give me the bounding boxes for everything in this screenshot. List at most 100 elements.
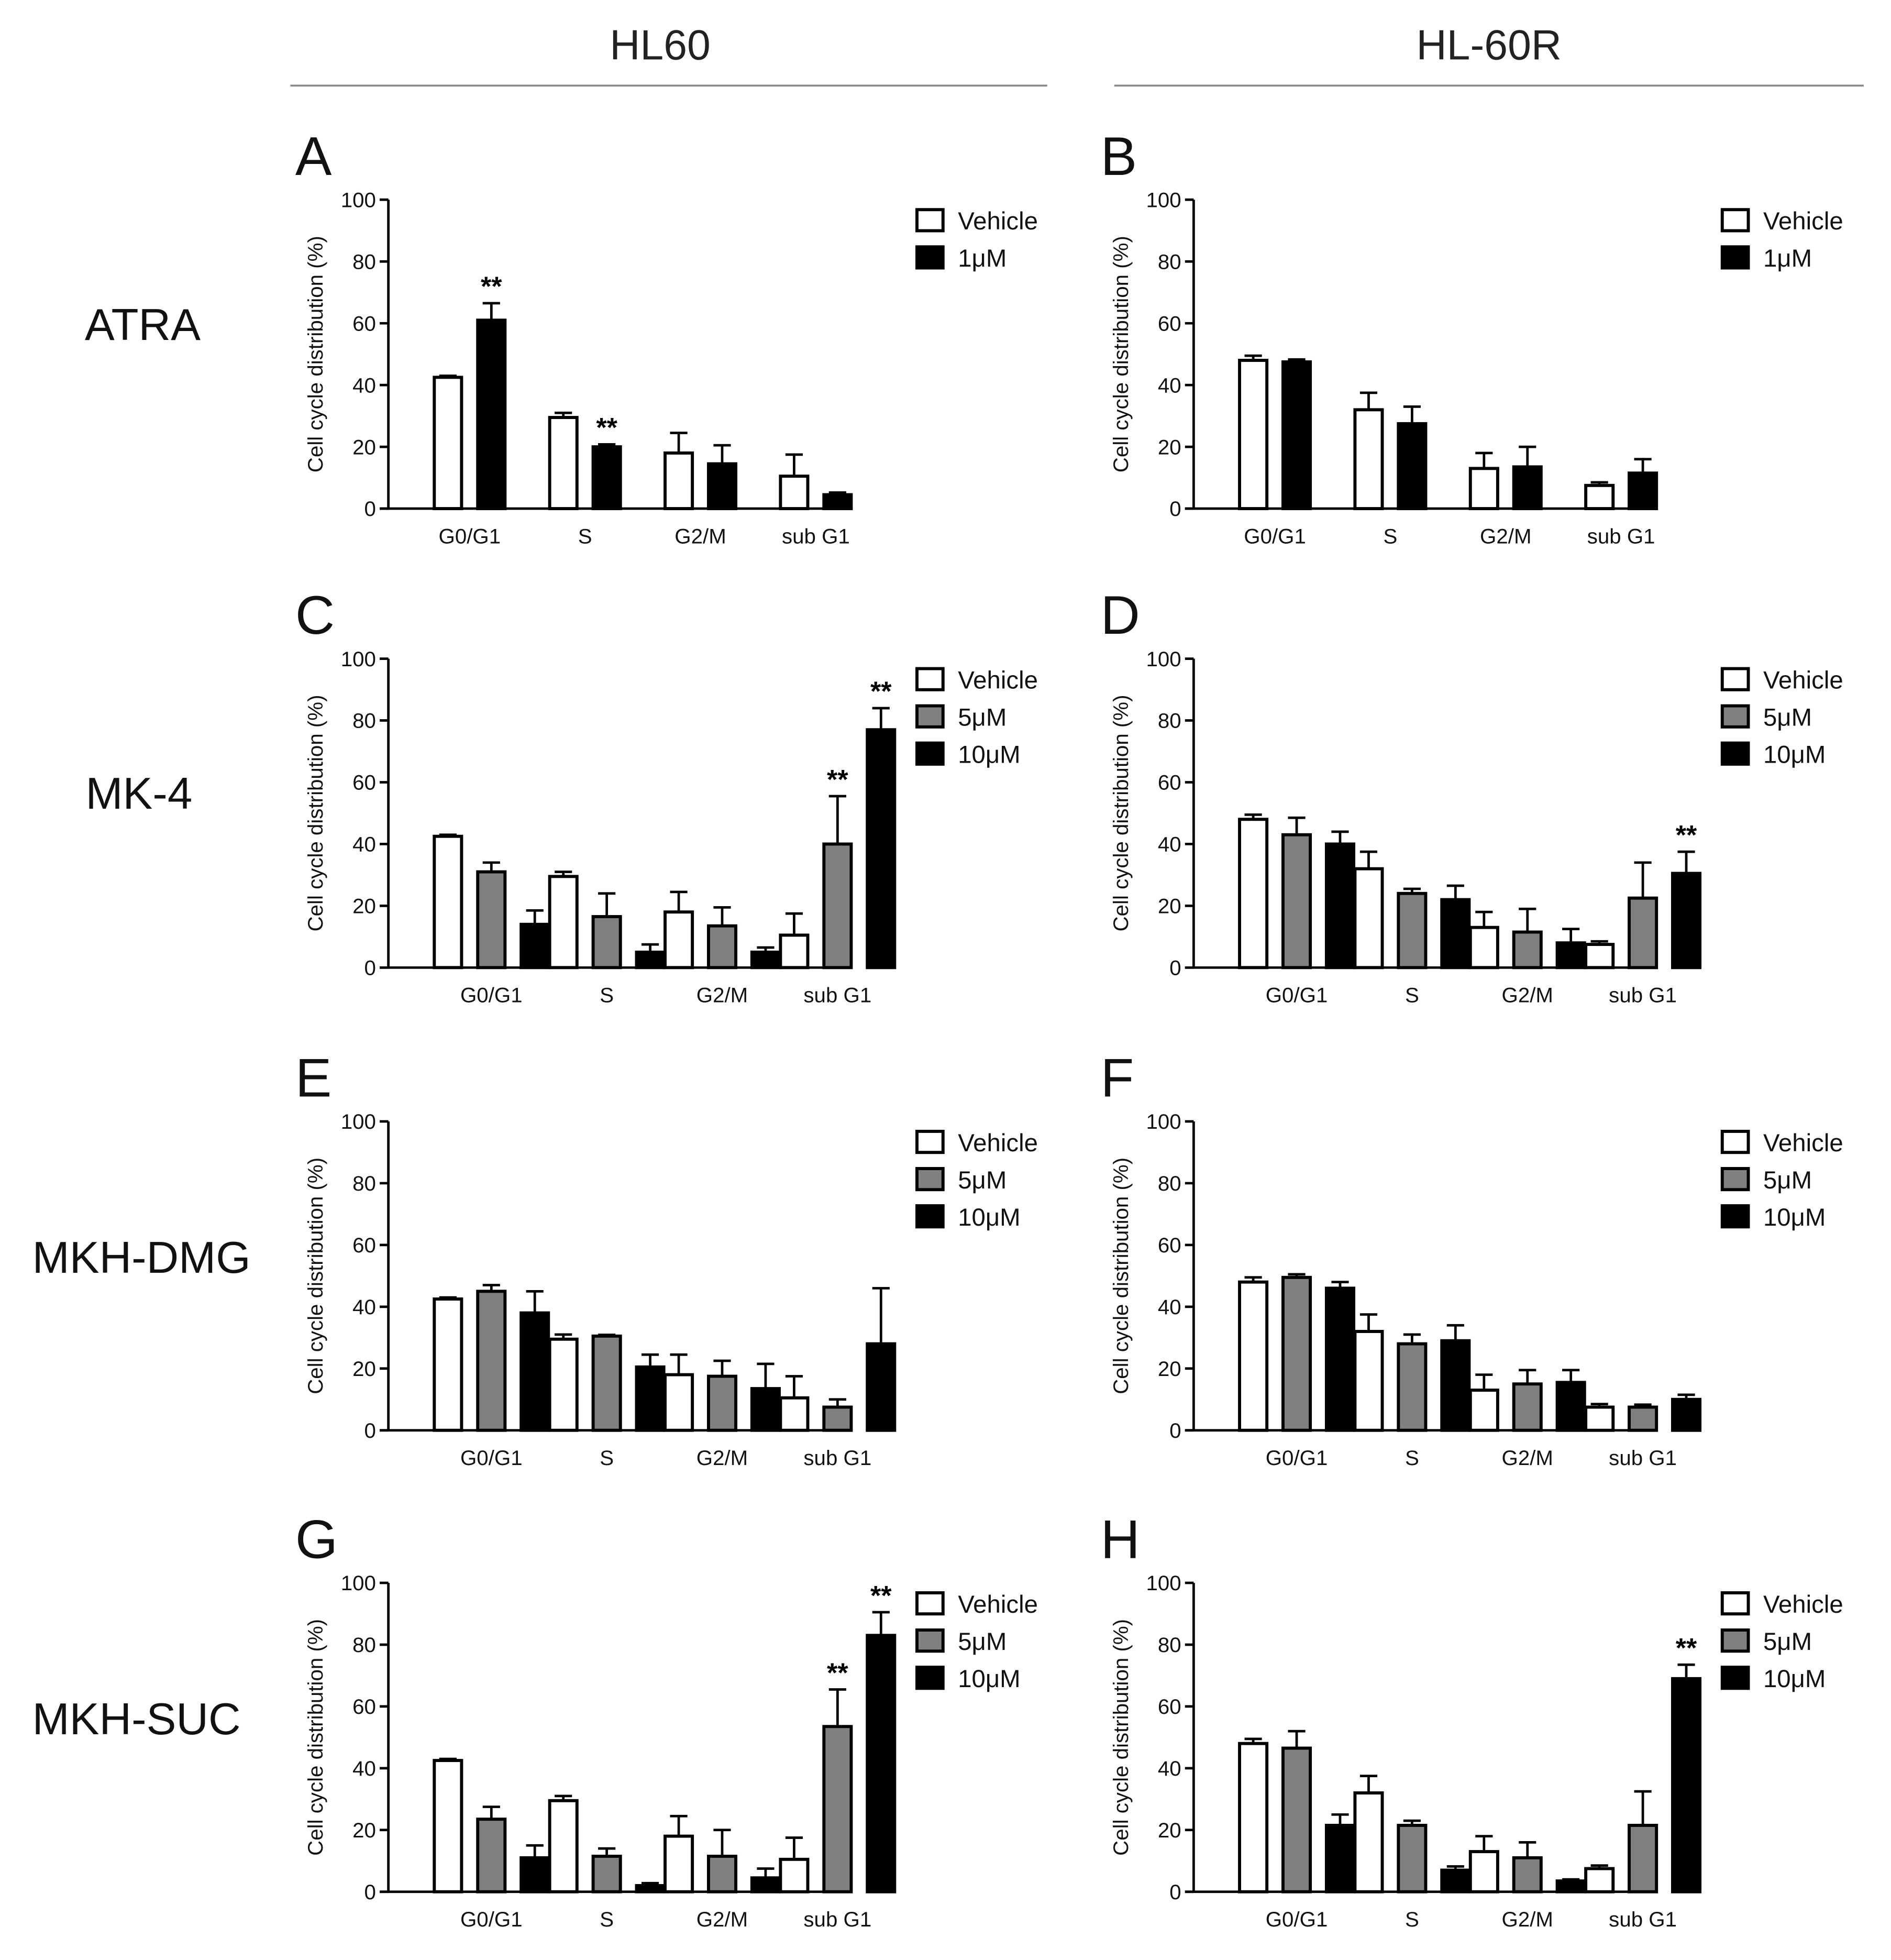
bar-vehicle-g2m	[663, 910, 694, 970]
bar-vehicle-g2m	[1468, 467, 1499, 510]
bar-5m-g0g1	[1281, 1746, 1312, 1893]
y-tick-label: 40	[1158, 1757, 1181, 1780]
bar-5m-g0g1	[1281, 833, 1312, 970]
y-tick-label: 80	[352, 1172, 376, 1195]
bar-5m-g0g1	[476, 1290, 507, 1432]
bar-vehicle-g2m	[663, 1373, 694, 1432]
legend-label: 10μM	[958, 1665, 1020, 1693]
bar-vehicle-g0g1	[433, 1759, 463, 1893]
bar-5m-s	[1397, 1823, 1428, 1893]
bar-10m-g2m	[1555, 941, 1586, 970]
x-tick-label: S	[1405, 984, 1419, 1007]
bar-vehicle-s	[548, 1799, 579, 1893]
bar-10m-subg1	[866, 728, 897, 970]
legend-swatch	[915, 1628, 945, 1653]
legend-label: Vehicle	[1763, 666, 1843, 694]
y-tick-label: 100	[341, 1110, 376, 1133]
bar-vehicle-subg1	[1584, 483, 1615, 510]
bar-vehicle-subg1	[779, 1396, 810, 1432]
y-tick-label: 100	[341, 189, 376, 212]
bar-10m-s	[635, 1884, 666, 1893]
y-tick-label: 40	[352, 833, 376, 856]
bar-vehicle-subg1	[779, 1857, 810, 1893]
chart-panels: A 0 20 40 60 80 100 Cell cycle distribution (%)…	[295, 126, 1843, 1931]
bar-10m-subg1	[1671, 872, 1702, 970]
y-axis-label: Cell cycle distribution (%)	[1109, 1619, 1133, 1856]
bar-vehicle-s	[1353, 867, 1384, 970]
x-tick-label: G2/M	[696, 1446, 748, 1470]
legend-swatch	[915, 1167, 945, 1192]
significance-marker: **	[596, 413, 617, 443]
y-axis-label: Cell cycle distribution (%)	[1109, 236, 1133, 472]
x-tick-label: S	[578, 524, 592, 548]
x-tick-label: G2/M	[1502, 1446, 1553, 1470]
x-tick-label: sub G1	[803, 1908, 871, 1931]
significance-marker: **	[1676, 1633, 1697, 1664]
y-tick-label: 60	[352, 771, 376, 795]
y-tick-label: 60	[352, 1695, 376, 1719]
panel-h: H 0 20 40 60 80 100 Cell cycle distribution (%)…	[1101, 1510, 1843, 1931]
legend-swatch	[1720, 1129, 1750, 1154]
x-tick-label: sub G1	[1609, 1908, 1677, 1931]
bar-5m-g2m	[1512, 1856, 1543, 1893]
x-tick-label: S	[600, 984, 614, 1007]
legend-swatch	[1720, 741, 1750, 766]
x-tick-label: G2/M	[696, 1908, 748, 1931]
y-tick-label: 80	[1158, 1172, 1181, 1195]
y-tick-label: 60	[1158, 771, 1181, 795]
bar-5m-subg1	[822, 842, 853, 970]
x-tick-label: G0/G1	[1266, 984, 1328, 1007]
legend-label: 10μM	[1763, 1204, 1826, 1231]
y-tick-label: 60	[352, 312, 376, 335]
bar-5m-s	[591, 915, 622, 970]
y-tick-label: 40	[352, 1757, 376, 1780]
y-tick-label: 100	[1146, 1110, 1181, 1133]
bar-10m-g0g1	[519, 1311, 550, 1432]
panel-e: E 0 20 40 60 80 100 Cell cycle distribution (%)…	[295, 1048, 1038, 1470]
x-tick-label: G2/M	[1480, 524, 1531, 548]
y-tick-label: 80	[352, 1633, 376, 1657]
panel-a: A 0 20 40 60 80 100 Cell cycle distribution (%)…	[295, 126, 1038, 548]
y-tick-label: 100	[341, 1571, 376, 1595]
bar-5m-g0g1	[476, 870, 507, 970]
legend-swatch	[915, 1666, 945, 1690]
bar-vehicle-g0g1	[1238, 358, 1269, 510]
bar-vehicle-g0g1	[433, 1297, 463, 1432]
x-tick-label: sub G1	[803, 1446, 871, 1470]
y-tick-label: 0	[1169, 1419, 1181, 1443]
x-tick-label: G0/G1	[439, 524, 501, 548]
panel-f: F 0 20 40 60 80 100 Cell cycle distribution (%)…	[1101, 1048, 1843, 1470]
bar-5m-g0g1	[1281, 1275, 1312, 1432]
bar-vehicle-s	[548, 416, 579, 510]
bar-10m-g2m	[750, 950, 781, 970]
bar-10m-g2m	[1555, 1381, 1586, 1432]
panel-letter-e: E	[295, 1048, 332, 1109]
row-label-mkh-suc: MKH-SUC	[32, 1694, 241, 1744]
bar-5m-g2m	[706, 1854, 738, 1893]
bar-vehicle-s	[548, 1337, 579, 1432]
y-tick-label: 40	[352, 373, 376, 397]
legend-swatch	[1720, 704, 1750, 729]
bar-vehicle-g2m	[1468, 1389, 1499, 1432]
y-tick-label: 100	[341, 647, 376, 671]
bar-vehicle-subg1	[779, 475, 810, 510]
bar-10m-g0g1	[1324, 1823, 1356, 1893]
bar-vehicle-g0g1	[1238, 1742, 1269, 1893]
x-tick-label: S	[1405, 1908, 1419, 1931]
significance-marker: **	[827, 1658, 848, 1688]
legend-label: Vehicle	[958, 207, 1038, 235]
y-tick-label: 60	[1158, 1695, 1181, 1719]
bar-vehicle-g2m	[663, 1834, 694, 1893]
bar-10m-g0g1	[1324, 842, 1356, 970]
legend-swatch	[1720, 208, 1750, 233]
bar-vehicle-subg1	[1584, 1405, 1615, 1432]
x-tick-label: S	[1384, 524, 1398, 548]
bar-vehicle-g0g1	[433, 376, 463, 510]
bar-5m-s	[591, 1334, 622, 1432]
y-tick-label: 0	[1169, 497, 1181, 521]
y-tick-label: 60	[352, 1234, 376, 1257]
bar-10m-s	[1440, 1339, 1471, 1432]
bar-5m-subg1	[1628, 1823, 1658, 1893]
bar-vehicle-g0g1	[433, 834, 463, 970]
